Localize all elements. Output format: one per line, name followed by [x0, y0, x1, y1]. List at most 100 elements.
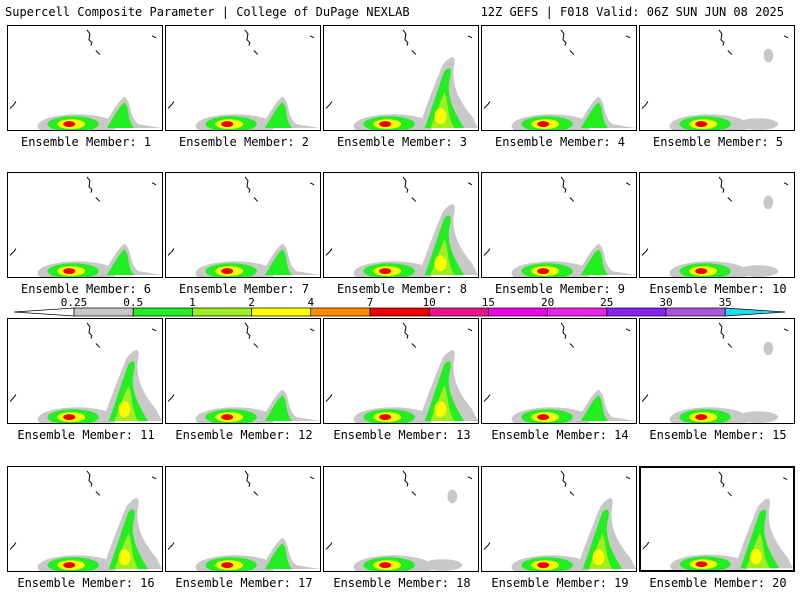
coastline — [167, 322, 315, 402]
legend-swatch — [369, 307, 430, 317]
member-map-10 — [641, 176, 789, 277]
coastline — [483, 322, 631, 402]
legend-swatch — [251, 307, 312, 317]
legend-tick-label: 2 — [248, 296, 255, 309]
run-info: 12Z GEFS | F018 Valid: 06Z SUN JUN 08 20… — [480, 5, 784, 19]
member-panel-7[interactable] — [165, 172, 321, 278]
scp-contours — [511, 498, 636, 571]
scp-contours — [511, 389, 636, 423]
member-panel-10[interactable] — [639, 172, 795, 278]
legend-swatch — [724, 307, 786, 317]
scp-contours — [195, 537, 320, 571]
member-label: Ensemble Member: 9 — [494, 282, 626, 296]
member-panel-16[interactable] — [7, 466, 163, 572]
member-map-17 — [167, 470, 320, 571]
coastline — [483, 29, 631, 109]
legend-swatch — [73, 307, 134, 317]
member-label: Ensemble Member: 16 — [17, 576, 155, 590]
member-map-7 — [167, 176, 320, 277]
scp-contours — [37, 498, 162, 571]
map-title: Supercell Composite Parameter | College … — [5, 5, 410, 19]
coastline — [642, 471, 788, 550]
scp-contours — [669, 48, 779, 130]
coastline — [641, 176, 789, 256]
member-panel-8[interactable] — [323, 172, 479, 278]
color-scale-legend: 0.25 0.5 1 2 4 7 10 15 20 25 30 35 — [13, 296, 786, 317]
member-panel-18[interactable] — [323, 466, 479, 572]
member-label: Ensemble Member: 10 — [649, 282, 787, 296]
scp-contours — [37, 96, 162, 130]
member-panel-4[interactable] — [481, 25, 637, 131]
member-label: Ensemble Member: 17 — [175, 576, 313, 590]
member-map-8 — [325, 176, 478, 277]
member-panel-17[interactable] — [165, 466, 321, 572]
legend-swatch — [665, 307, 726, 317]
legend-swatch — [310, 307, 371, 317]
scp-contours — [353, 57, 478, 130]
coastline — [325, 29, 473, 109]
member-map-13 — [325, 322, 478, 423]
legend-swatch — [488, 307, 548, 317]
member-panel-2[interactable] — [165, 25, 321, 131]
legend-swatch — [606, 307, 667, 317]
coastline — [9, 29, 157, 109]
coastline — [167, 29, 315, 109]
member-panel-14[interactable] — [481, 318, 637, 424]
legend-swatch — [13, 307, 75, 317]
member-label: Ensemble Member: 8 — [336, 282, 468, 296]
member-map-2 — [167, 29, 320, 130]
legend-swatch — [192, 307, 252, 317]
member-map-6 — [9, 176, 162, 277]
scp-contours — [353, 204, 478, 277]
legend-swatch — [547, 307, 608, 317]
member-panel-15[interactable] — [639, 318, 795, 424]
member-panel-3[interactable] — [323, 25, 479, 131]
legend-tick-label: 7 — [367, 296, 374, 309]
member-map-12 — [167, 322, 320, 423]
legend-tick-label: 20 — [541, 296, 554, 309]
member-map-11 — [9, 322, 162, 423]
member-panel-5[interactable] — [639, 25, 795, 131]
member-map-18 — [325, 470, 473, 571]
member-map-14 — [483, 322, 636, 423]
member-map-3 — [325, 29, 478, 130]
scp-contours — [670, 498, 793, 570]
legend-tick-label: 30 — [659, 296, 672, 309]
member-panel-11[interactable] — [7, 318, 163, 424]
legend-tick-label: 4 — [307, 296, 314, 309]
member-panel-12[interactable] — [165, 318, 321, 424]
legend-swatch — [428, 307, 489, 317]
member-panel-1[interactable] — [7, 25, 163, 131]
member-panel-20[interactable] — [639, 466, 795, 572]
member-panel-6[interactable] — [7, 172, 163, 278]
member-label: Ensemble Member: 6 — [20, 282, 152, 296]
scp-contours — [37, 243, 162, 277]
scp-contours — [195, 389, 320, 423]
member-label: Ensemble Member: 14 — [491, 428, 629, 442]
scp-contours — [669, 195, 779, 277]
scp-contours — [669, 341, 779, 423]
member-panel-9[interactable] — [481, 172, 637, 278]
member-map-9 — [483, 176, 636, 277]
scp-contours — [353, 489, 463, 571]
member-panel-19[interactable] — [481, 466, 637, 572]
coastline — [325, 470, 473, 550]
coastline — [325, 176, 473, 256]
member-map-4 — [483, 29, 636, 130]
coastline — [9, 322, 157, 402]
scp-contours — [195, 96, 320, 130]
legend-tick-label: 15 — [482, 296, 495, 309]
member-label: Ensemble Member: 3 — [336, 135, 468, 149]
member-label: Ensemble Member: 1 — [20, 135, 152, 149]
coastline — [167, 470, 315, 550]
legend-tick-label: 0.25 — [61, 296, 88, 309]
legend-tick-label: 10 — [423, 296, 436, 309]
member-panel-13[interactable] — [323, 318, 479, 424]
member-label: Ensemble Member: 13 — [333, 428, 471, 442]
scp-contours — [37, 350, 162, 423]
legend-swatch — [132, 307, 193, 317]
coastline — [483, 176, 631, 256]
member-map-1 — [9, 29, 162, 130]
member-label: Ensemble Member: 4 — [494, 135, 626, 149]
member-label: Ensemble Member: 18 — [333, 576, 471, 590]
